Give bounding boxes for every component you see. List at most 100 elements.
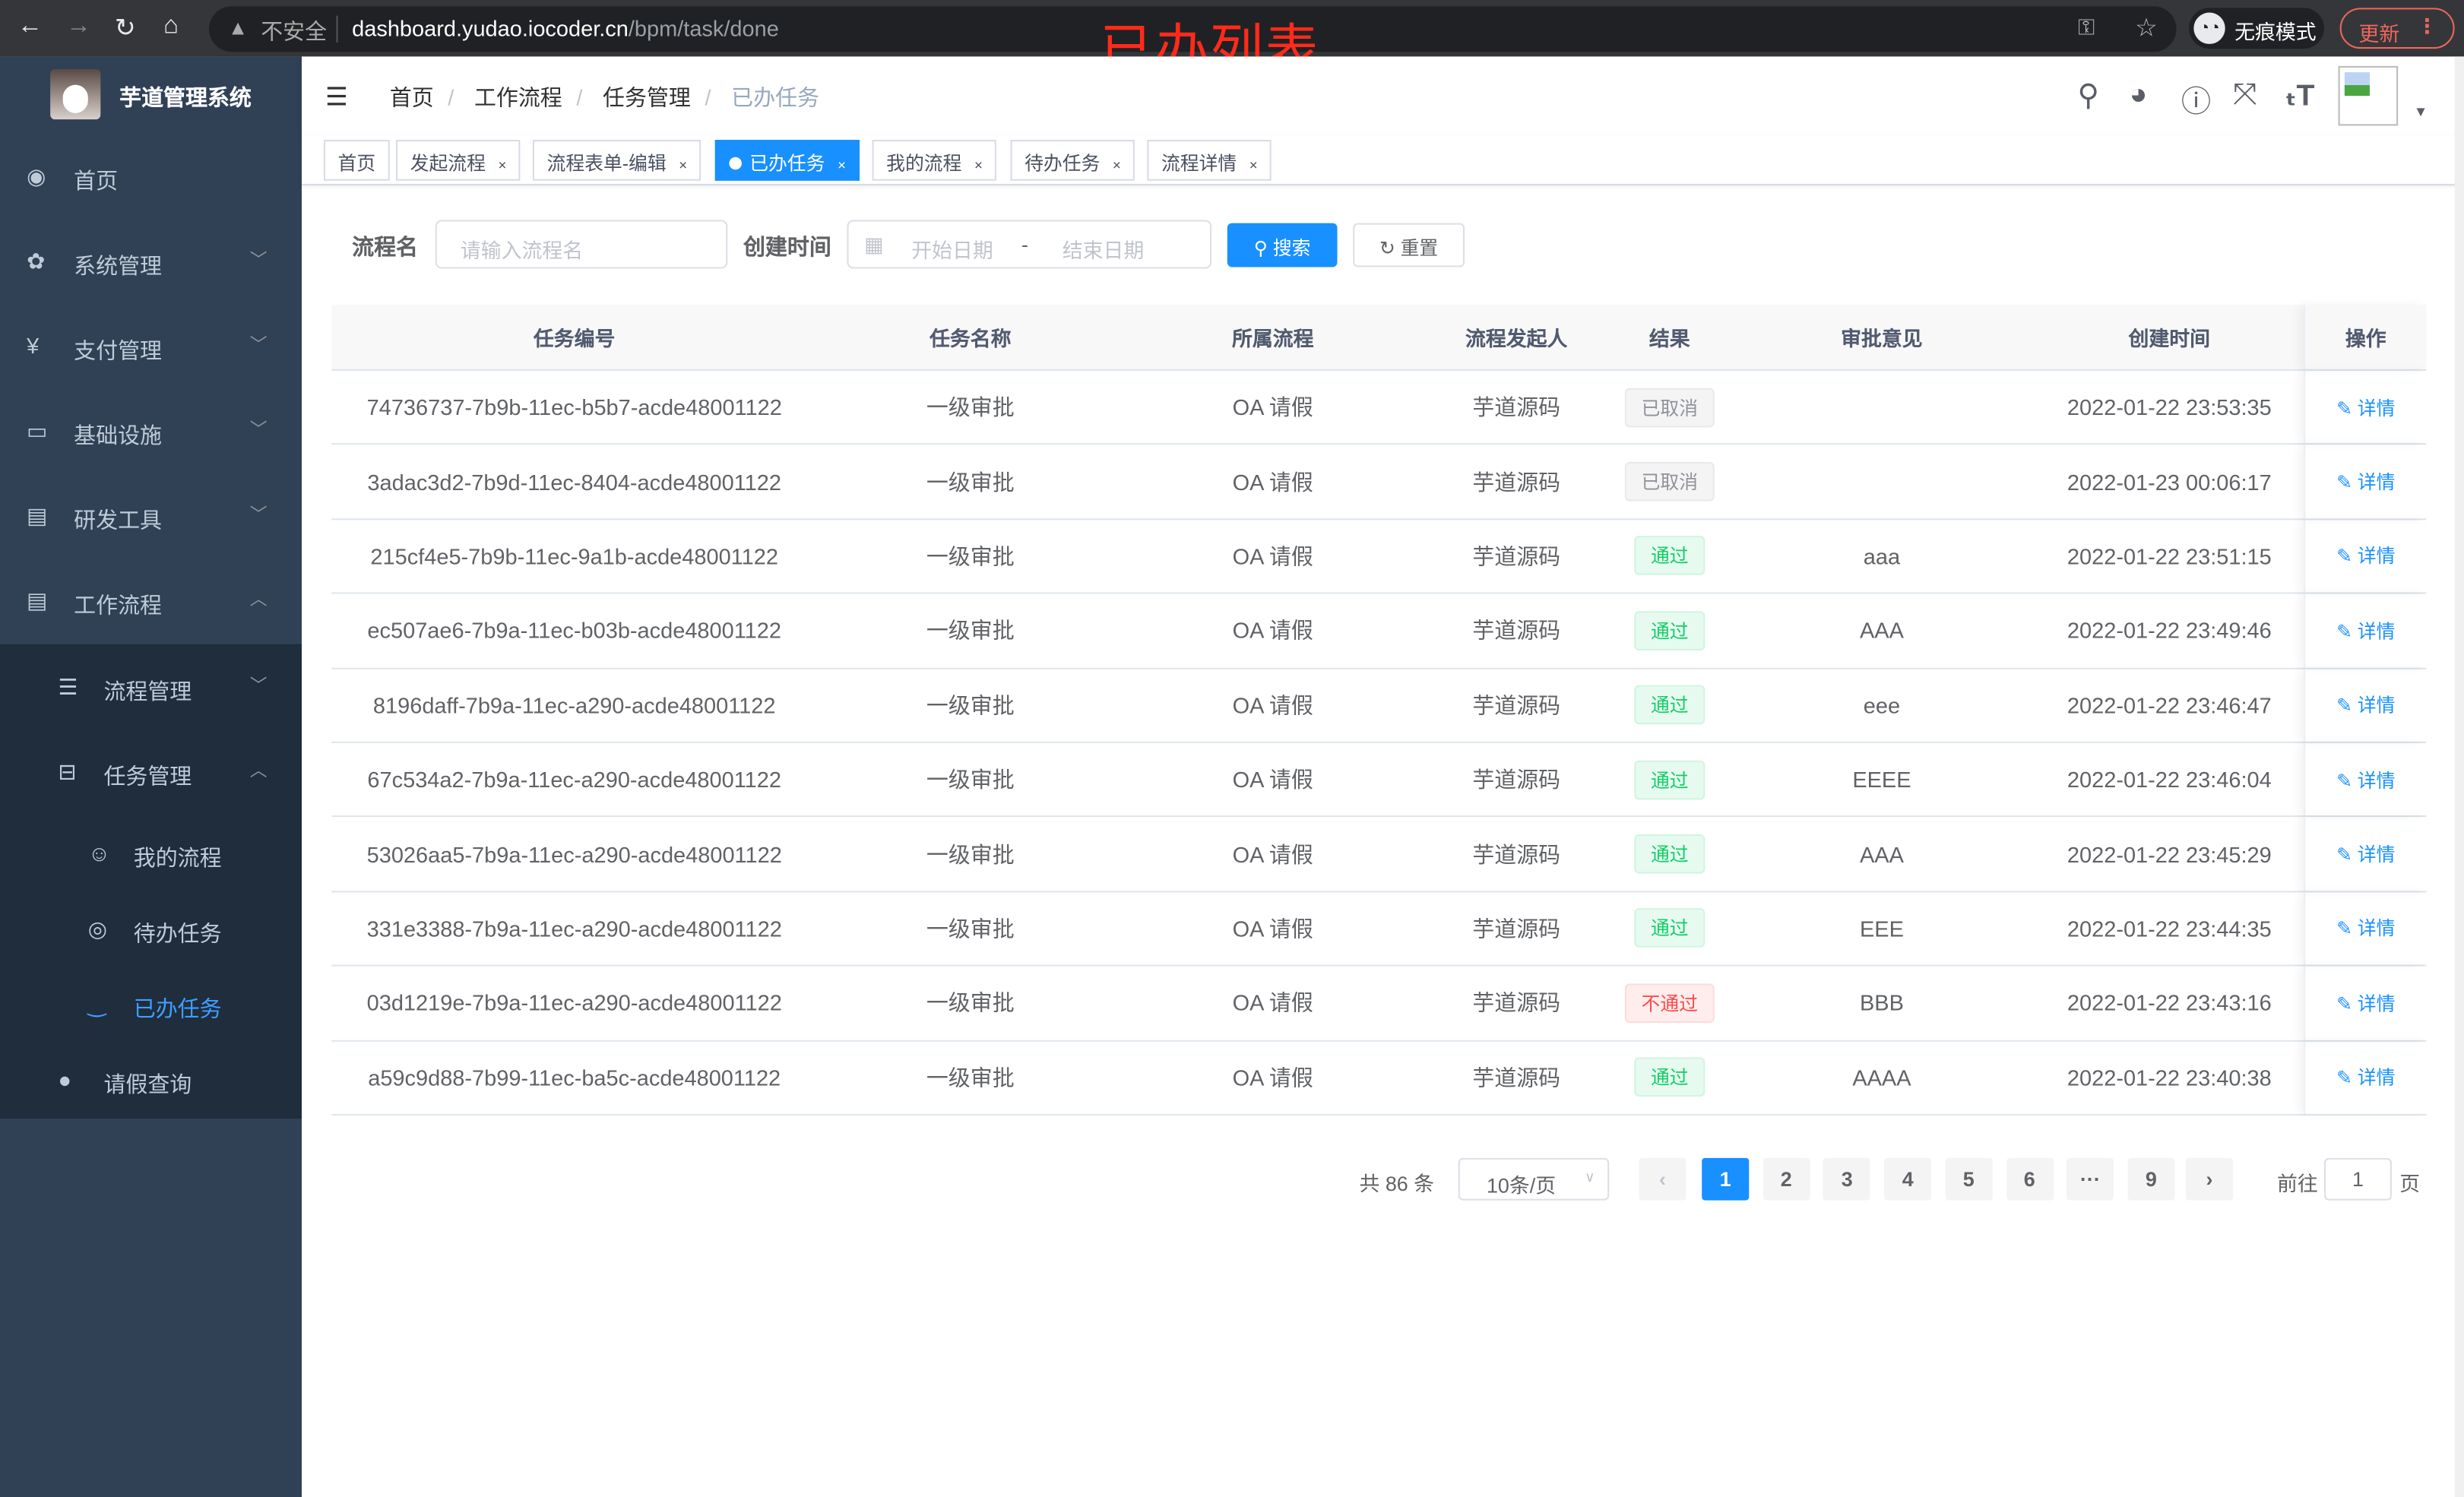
detail-link[interactable]: ✎ 详情 — [2336, 543, 2395, 569]
breadcrumb-item[interactable]: 首页 — [389, 84, 434, 110]
tag-start-process[interactable]: 发起流程 × — [396, 140, 521, 181]
search-icon[interactable]: ⚲ — [2077, 80, 2100, 113]
breadcrumb-item[interactable]: 任务管理 — [603, 84, 691, 110]
detail-link[interactable]: ✎ 详情 — [2336, 468, 2395, 495]
cell-id: 8196daff-7b9a-11ec-a290-acde48001122 — [372, 692, 776, 718]
edit-icon: ✎ — [2336, 843, 2358, 866]
close-icon[interactable]: × — [498, 157, 507, 173]
page-button[interactable]: 9 — [2127, 1157, 2175, 1201]
page-button[interactable]: 4 — [1884, 1157, 1932, 1201]
caret-down-icon[interactable]: ▼ — [2413, 103, 2428, 120]
cell-name: 一级审批 — [926, 916, 1015, 942]
help-icon[interactable]: ⓘ — [2181, 86, 2212, 120]
breadcrumb-item[interactable]: 工作流程 — [473, 84, 562, 110]
search-button[interactable]: ⚲ 搜索 — [1227, 223, 1338, 267]
star-icon[interactable]: ☆ — [2135, 15, 2158, 43]
goto-page-input[interactable]: 1 — [2323, 1157, 2392, 1201]
close-icon[interactable]: × — [679, 157, 688, 173]
process-name-input[interactable]: 请输入流程名 — [435, 220, 728, 269]
sidebar-item-pay[interactable]: ¥ 支付管理 ﹀ — [0, 305, 302, 390]
avatar[interactable] — [2338, 65, 2399, 126]
page-suffix: 页 — [2399, 1172, 2421, 1196]
tag-process-form-edit[interactable]: 流程表单-编辑 × — [532, 140, 702, 181]
start-date-input[interactable]: 开始日期 — [911, 239, 993, 263]
tag-todo-task[interactable]: 待办任务 × — [1010, 140, 1135, 181]
page-button[interactable]: 5 — [1945, 1157, 1993, 1201]
detail-link[interactable]: ✎ 详情 — [2336, 1064, 2395, 1090]
close-icon[interactable]: × — [838, 157, 846, 173]
scrollbar[interactable] — [2454, 56, 2464, 1497]
tag-label: 发起流程 — [410, 152, 486, 175]
detail-link[interactable]: ✎ 详情 — [2336, 617, 2395, 644]
date-range-picker[interactable]: ▦ 开始日期 - 结束日期 — [847, 220, 1212, 269]
sidebar-item-process-manage[interactable]: ☰ 流程管理 ﹀ — [0, 646, 302, 731]
detail-link[interactable]: ✎ 详情 — [2336, 915, 2395, 942]
menu-label: 工作流程 — [74, 592, 162, 618]
cell-time: 2022-01-22 23:44:35 — [2067, 916, 2272, 942]
hamburger-icon[interactable]: ☰ — [325, 84, 348, 112]
menu-label: 已办任务 — [133, 995, 222, 1021]
edit-icon: ✎ — [2336, 620, 2358, 643]
sidebar-item-home[interactable]: ◉ 首页 — [0, 135, 302, 220]
detail-label: 详情 — [2357, 843, 2396, 866]
close-icon[interactable]: × — [1249, 157, 1258, 173]
cell-name: 一级审批 — [926, 469, 1015, 495]
detail-label: 详情 — [2357, 769, 2396, 792]
sidebar-item-infra[interactable]: ▭ 基础设施 ﹀ — [0, 390, 302, 475]
page-button[interactable]: 3 — [1823, 1157, 1871, 1201]
page-button[interactable]: 6 — [2006, 1157, 2054, 1201]
back-icon[interactable]: ← — [17, 12, 43, 40]
sidebar-item-devtools[interactable]: ▤ 研发工具 ﹀ — [0, 474, 302, 559]
detail-link[interactable]: ✎ 详情 — [2336, 394, 2395, 420]
incognito-badge[interactable]: ◔◔ 无痕模式 — [2189, 8, 2324, 49]
goto-label: 前往 — [2276, 1172, 2318, 1196]
navbar: ☰ 首页 / 工作流程 / 任务管理 / 已办任务 ⚲ ◕ ⓘ ⤧ ₜT ▼ — [301, 56, 2464, 135]
cell-name: 一级审批 — [926, 618, 1015, 644]
key-icon[interactable]: ⚿ — [2078, 14, 2095, 40]
button-label: 重置 — [1400, 237, 1439, 260]
reload-icon[interactable]: ↻ — [114, 15, 136, 43]
tag-my-process[interactable]: 我的流程 × — [872, 140, 997, 181]
cell-name: 一级审批 — [926, 767, 1015, 793]
sidebar-item-system[interactable]: ✿ 系统管理 ﹀ — [0, 220, 302, 305]
sidebar-item-workflow[interactable]: ▤ 工作流程 ︿ — [0, 559, 302, 644]
forward-icon[interactable]: → — [65, 12, 91, 40]
detail-link[interactable]: ✎ 详情 — [2336, 840, 2395, 867]
cell-time: 2022-01-22 23:40:38 — [2067, 1065, 2272, 1090]
sidebar-item-todo[interactable]: ◎ 待办任务 — [0, 888, 302, 963]
fullscreen-icon[interactable]: ⤧ — [2233, 78, 2257, 112]
detail-link[interactable]: ✎ 详情 — [2336, 989, 2395, 1016]
detail-link[interactable]: ✎ 详情 — [2336, 692, 2395, 718]
home-icon[interactable]: ⌂ — [163, 12, 179, 40]
end-date-input[interactable]: 结束日期 — [1062, 239, 1145, 263]
tag-process-detail[interactable]: 流程详情 × — [1147, 140, 1272, 181]
tag-label: 待办任务 — [1025, 152, 1101, 175]
font-size-icon[interactable]: ₜT — [2285, 80, 2315, 113]
close-icon[interactable]: × — [974, 157, 983, 173]
update-button[interactable]: 更新 ⋮ — [2339, 8, 2455, 49]
cell-time: 2022-01-22 23:46:04 — [2067, 767, 2272, 793]
cell-comment: eee — [1863, 692, 1901, 718]
close-icon[interactable]: × — [1112, 157, 1121, 173]
sidebar-item-leave[interactable]: ● 请假查询 — [0, 1039, 302, 1117]
sidebar-item-done[interactable]: ‿ 已办任务 — [0, 963, 302, 1038]
cell-id: 215cf4e5-7b9b-11ec-9a1b-acde48001122 — [370, 543, 778, 569]
prev-page-button[interactable]: ‹ — [1639, 1157, 1686, 1201]
tag-done-task[interactable]: 已办任务 × — [714, 140, 860, 181]
page-button[interactable]: ··· — [2067, 1157, 2114, 1201]
page-button[interactable]: 1 — [1702, 1157, 1750, 1201]
address-bar[interactable]: ▲ 不安全 dashboard.yudao.iocoder.cn/bpm/tas… — [208, 6, 2177, 52]
sidebar-item-task-manage[interactable]: ⊟ 任务管理 ︿ — [0, 730, 302, 815]
next-page-button[interactable]: › — [2186, 1157, 2234, 1201]
sidebar-item-my-process[interactable]: ☺ 我的流程 — [0, 812, 302, 888]
page-size-select[interactable]: 10条/页 ∨ — [1458, 1157, 1610, 1201]
github-icon[interactable]: ◕ — [2129, 78, 2148, 112]
tag-home[interactable]: 首页 — [323, 140, 390, 181]
detail-link[interactable]: ✎ 详情 — [2336, 766, 2395, 793]
chevron-down-icon: ﹀ — [249, 336, 268, 356]
reset-button[interactable]: ↻ 重置 — [1353, 223, 1465, 267]
url-text[interactable]: dashboard.yudao.iocoder.cn/bpm/task/done — [352, 16, 779, 41]
gear-icon: ✿ — [27, 248, 46, 274]
page-button[interactable]: 2 — [1762, 1157, 1810, 1201]
cell-id: ec507ae6-7b9a-11ec-b03b-acde48001122 — [367, 618, 781, 644]
